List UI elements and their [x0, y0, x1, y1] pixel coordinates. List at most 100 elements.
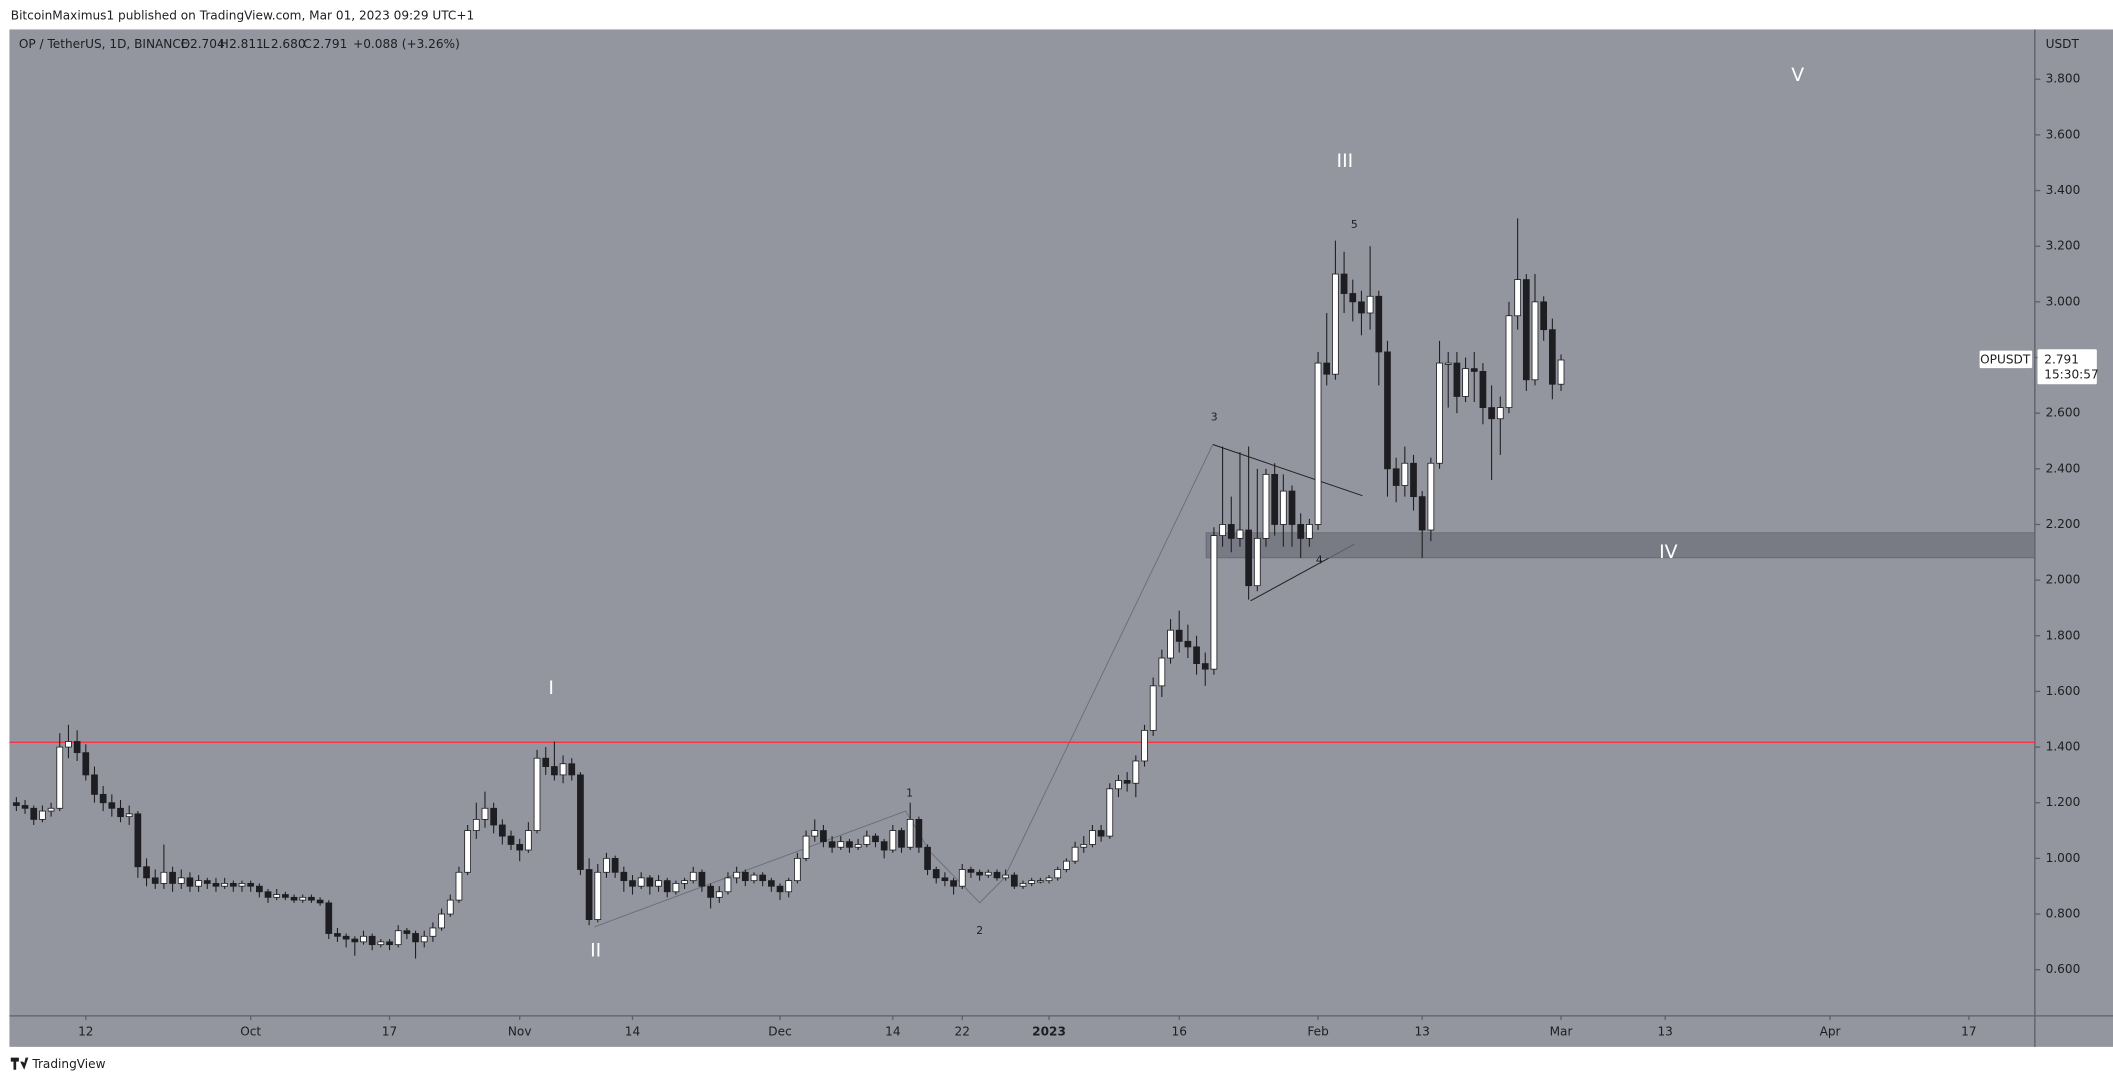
- candle-body: [221, 883, 228, 887]
- candle-body: [646, 877, 654, 887]
- candle-body: [1375, 295, 1383, 353]
- candle-body: [1279, 490, 1287, 525]
- candle-body: [906, 819, 914, 848]
- price-tag-box: [2037, 349, 2097, 385]
- candle-body: [1358, 301, 1365, 314]
- last-price: 2.791: [2044, 353, 2079, 367]
- candle-body: [846, 841, 853, 848]
- candle-body: [585, 869, 593, 920]
- candle-body: [1297, 524, 1305, 539]
- candle-body: [1045, 877, 1053, 882]
- candle-body: [611, 857, 619, 873]
- candle-body: [1141, 729, 1148, 762]
- candle-body: [1436, 362, 1443, 464]
- support-zone: [1205, 532, 2036, 559]
- candle-body: [1479, 371, 1487, 408]
- candle-body: [299, 896, 307, 901]
- x-tick-label: 22: [955, 1025, 970, 1039]
- y-tick-label: 0.800: [2046, 907, 2081, 921]
- candle-body: [1071, 846, 1079, 862]
- wave-label: I: [548, 677, 554, 699]
- candle-body: [47, 807, 55, 812]
- candle-body: [394, 930, 402, 946]
- candle-body: [811, 830, 819, 837]
- candle-body: [741, 871, 749, 882]
- candle-body: [446, 899, 454, 915]
- candle-body: [403, 930, 411, 934]
- candle-body: [637, 877, 645, 887]
- candle-body: [1002, 874, 1010, 879]
- candle-body: [594, 871, 602, 920]
- candle-body: [1193, 646, 1200, 664]
- candle-body: [1392, 468, 1400, 486]
- wave-label: III: [1337, 150, 1354, 172]
- candle-body: [203, 880, 211, 884]
- candle-body: [924, 846, 931, 870]
- candle-body: [308, 896, 315, 901]
- candle-body: [438, 913, 445, 929]
- wave-label: IV: [1659, 541, 1678, 563]
- candle-body: [429, 927, 437, 937]
- x-tick-label: 12: [78, 1025, 93, 1039]
- candle-body: [1323, 362, 1331, 375]
- candle-body: [1037, 880, 1044, 883]
- candle-body: [360, 935, 367, 943]
- candle-body: [481, 807, 489, 820]
- candle-body: [464, 830, 471, 873]
- candle-body: [177, 877, 185, 884]
- candle-body: [1349, 293, 1357, 303]
- candle-body: [993, 871, 1001, 879]
- brand-logo: [10, 1057, 29, 1070]
- candle-body: [785, 880, 793, 893]
- candle-body: [516, 844, 524, 851]
- candle-body: [256, 885, 263, 893]
- candle-body: [1167, 629, 1174, 659]
- x-tick-label: Apr: [1820, 1025, 1841, 1039]
- candle-body: [1019, 883, 1027, 887]
- candle-body: [1470, 368, 1478, 372]
- candle-body: [733, 871, 740, 879]
- candle-body: [73, 741, 81, 754]
- candle-body: [108, 802, 116, 809]
- candle-body: [56, 746, 64, 809]
- legend-low: 2.680: [271, 37, 306, 51]
- candle-body: [525, 830, 532, 851]
- legend-change: +0.088 (+3.26%): [353, 37, 460, 51]
- countdown: 15:30:57: [2044, 367, 2098, 381]
- candle-body: [1253, 537, 1261, 587]
- x-tick-label: Dec: [768, 1025, 791, 1039]
- candle-body: [837, 841, 845, 848]
- candle-body: [1106, 788, 1114, 837]
- candle-body: [1444, 362, 1452, 365]
- candle-body: [1080, 844, 1088, 848]
- candle-body: [507, 835, 515, 845]
- wave-path: [594, 444, 1214, 928]
- candle-body: [724, 877, 732, 893]
- candle-body: [759, 874, 767, 882]
- legend-close: 2.791: [313, 37, 348, 51]
- published-note: BitcoinMaximus1 published on TradingView…: [11, 8, 474, 22]
- legend: OP / TetherUS, 1D, BINANCE O 2.704 H 2.8…: [19, 37, 460, 51]
- candle-body: [1496, 407, 1504, 420]
- x-tick-label: 2023: [1032, 1025, 1066, 1039]
- candle-body: [559, 763, 567, 776]
- y-tick-label: 2.600: [2046, 406, 2081, 420]
- candle-body: [490, 807, 498, 826]
- candle-body: [767, 880, 775, 887]
- currency: USDT: [2046, 37, 2080, 51]
- candle-body: [264, 891, 272, 898]
- candle-body: [316, 899, 324, 904]
- symbol: OP / TetherUS, 1D, BINANCE: [19, 37, 189, 51]
- candle-body: [412, 933, 419, 943]
- candle-body: [1115, 780, 1122, 790]
- candle-body: [1123, 780, 1131, 784]
- y-tick-label: 2.200: [2046, 517, 2081, 531]
- candle-body: [455, 871, 463, 901]
- y-tick-label: 1.600: [2046, 684, 2081, 698]
- candle-body: [325, 902, 333, 934]
- wave-label: II: [590, 940, 601, 962]
- candle-body: [976, 871, 983, 876]
- candle-body: [498, 824, 506, 837]
